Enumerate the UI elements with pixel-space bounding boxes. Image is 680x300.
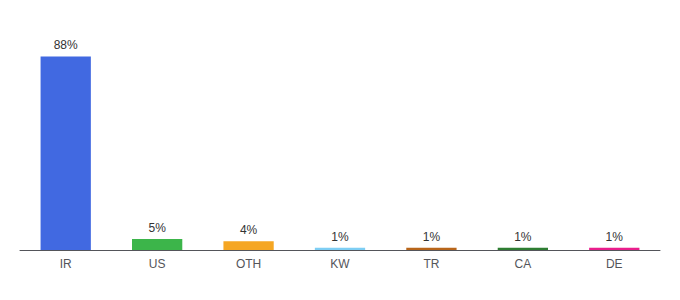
svg-text:CA: CA [515, 257, 532, 271]
svg-text:1%: 1% [514, 230, 532, 244]
svg-text:OTH: OTH [236, 257, 261, 271]
svg-text:88%: 88% [54, 38, 78, 52]
svg-text:4%: 4% [240, 223, 258, 237]
svg-text:1%: 1% [423, 230, 441, 244]
svg-text:US: US [149, 257, 166, 271]
svg-text:1%: 1% [606, 230, 624, 244]
svg-text:TR: TR [423, 257, 439, 271]
svg-text:IR: IR [60, 257, 72, 271]
svg-text:1%: 1% [331, 230, 349, 244]
svg-text:KW: KW [330, 257, 350, 271]
svg-text:5%: 5% [148, 221, 166, 235]
svg-text:DE: DE [606, 257, 623, 271]
